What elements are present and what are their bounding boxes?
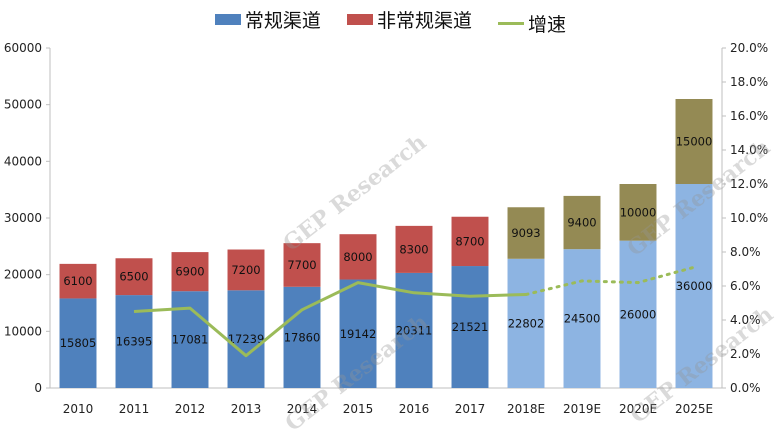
bar-label-regular-2016: 20311 xyxy=(396,323,433,337)
x-tick-label-2011: 2011 xyxy=(119,402,150,416)
bar-label-regular-2010: 15805 xyxy=(60,336,97,350)
bar-regular-2015 xyxy=(339,279,377,388)
y-left-tick-label: 30000 xyxy=(4,211,42,225)
bar-regular-2018E xyxy=(507,258,545,388)
y-right-tick-label: 4.0% xyxy=(730,313,761,327)
x-tick-label-2025E: 2025E xyxy=(675,402,713,416)
x-tick-label-2016: 2016 xyxy=(399,402,430,416)
y-left-tick-label: 50000 xyxy=(4,98,42,112)
bar-label-irregular-2010: 6100 xyxy=(63,274,92,288)
y-left-tick-label: 60000 xyxy=(4,41,42,55)
legend-swatch-growth xyxy=(498,22,525,25)
bar-label-irregular-2011: 6500 xyxy=(119,270,148,284)
bar-regular-2013 xyxy=(227,290,265,388)
bar-irregular-2025E xyxy=(675,99,713,184)
y-right-tick-label: 10.0% xyxy=(730,211,768,225)
legend-swatch-regular xyxy=(214,14,241,25)
legend-item-regular: 常规渠道 xyxy=(214,6,321,33)
y-left-tick-label: 10000 xyxy=(4,324,42,338)
x-tick-label-2017: 2017 xyxy=(455,402,486,416)
bar-label-irregular-2018E: 9093 xyxy=(511,226,540,240)
bar-regular-2010 xyxy=(59,298,97,388)
bar-irregular-2011 xyxy=(115,258,153,296)
bar-regular-2017 xyxy=(451,266,489,388)
bar-label-regular-2025E: 36000 xyxy=(676,279,713,293)
legend-item-growth: 增速 xyxy=(498,10,566,37)
bar-label-regular-2017: 21521 xyxy=(452,320,489,334)
growth-line-forecast xyxy=(524,265,696,296)
bar-label-regular-2011: 16395 xyxy=(116,335,153,349)
legend-label-irregular: 非常规渠道 xyxy=(376,10,472,32)
bar-label-regular-2019E: 24500 xyxy=(564,312,601,326)
bar-label-regular-2018E: 22802 xyxy=(508,316,545,330)
y-right-tick-label: 8.0% xyxy=(730,245,761,259)
y-right-tick-label: 18.0% xyxy=(730,75,768,89)
x-tick-label-2020E: 2020E xyxy=(619,402,657,416)
bar-label-irregular-2020E: 10000 xyxy=(620,205,657,219)
bar-irregular-2016 xyxy=(395,225,433,273)
stacked-bar-chart: 0 10000 20000 30000 40000 50000 60000 0.0% 2.0% 4… xyxy=(4,41,768,416)
y-right-tick-label: 0.0% xyxy=(730,381,761,395)
bar-label-regular-2012: 17081 xyxy=(172,333,209,347)
bar-label-regular-2013: 17239 xyxy=(228,332,265,346)
y-right-tick-label: 20.0% xyxy=(730,41,768,55)
x-tick-label-2012: 2012 xyxy=(175,402,206,416)
bar-label-regular-2020E: 26000 xyxy=(620,307,657,321)
bar-label-irregular-2013: 7200 xyxy=(231,263,260,277)
x-tick-label-2014: 2014 xyxy=(287,402,318,416)
bar-irregular-2014 xyxy=(283,243,321,287)
bar-irregular-2015 xyxy=(339,234,377,280)
y-left-tick-label: 20000 xyxy=(4,268,42,282)
y-right-tick-label: 14.0% xyxy=(730,143,768,157)
legend-item-irregular: 非常规渠道 xyxy=(346,6,472,33)
x-tick-label-2018E: 2018E xyxy=(507,402,545,416)
bar-label-regular-2015: 19142 xyxy=(340,327,377,341)
bar-label-irregular-2014: 7700 xyxy=(287,258,316,272)
bar-label-irregular-2015: 8000 xyxy=(343,250,372,264)
legend-swatch-irregular xyxy=(346,14,373,25)
bar-irregular-2020E xyxy=(619,184,657,241)
bar-irregular-2013 xyxy=(227,249,265,291)
bar-regular-2025E xyxy=(675,184,713,388)
y-right-tick-label: 2.0% xyxy=(730,347,761,361)
bar-irregular-2012 xyxy=(171,252,209,292)
growth-line-actual xyxy=(133,281,527,358)
x-tick-label-2019E: 2019E xyxy=(563,402,601,416)
y-left-tick-label: 40000 xyxy=(4,154,42,168)
legend-label-growth: 增速 xyxy=(528,14,567,36)
bar-irregular-2010 xyxy=(59,263,97,299)
legend-label-regular: 常规渠道 xyxy=(244,10,321,32)
bar-regular-2019E xyxy=(563,249,601,388)
bar-irregular-2018E xyxy=(507,207,545,259)
bar-label-regular-2014: 17860 xyxy=(284,330,321,344)
bar-label-irregular-2019E: 9400 xyxy=(567,216,596,230)
x-tick-label-2015: 2015 xyxy=(343,402,374,416)
bar-irregular-2019E xyxy=(563,195,601,250)
y-right-tick-label: 16.0% xyxy=(730,109,768,123)
bar-label-irregular-2016: 8300 xyxy=(399,242,428,256)
bar-label-irregular-2025E: 15000 xyxy=(676,135,713,149)
chart-legend: 常规渠道 非常规渠道 增速 xyxy=(0,6,781,37)
x-tick-label-2010: 2010 xyxy=(63,402,94,416)
bar-label-irregular-2012: 6900 xyxy=(175,265,204,279)
y-right-tick-label: 12.0% xyxy=(730,177,768,191)
bar-label-irregular-2017: 8700 xyxy=(455,234,484,248)
x-tick-label-2013: 2013 xyxy=(231,402,262,416)
y-right-tick-label: 6.0% xyxy=(730,279,761,293)
bar-irregular-2017 xyxy=(451,216,489,267)
y-left-tick-label: 0 xyxy=(34,381,42,395)
bar-regular-2020E xyxy=(619,240,657,388)
